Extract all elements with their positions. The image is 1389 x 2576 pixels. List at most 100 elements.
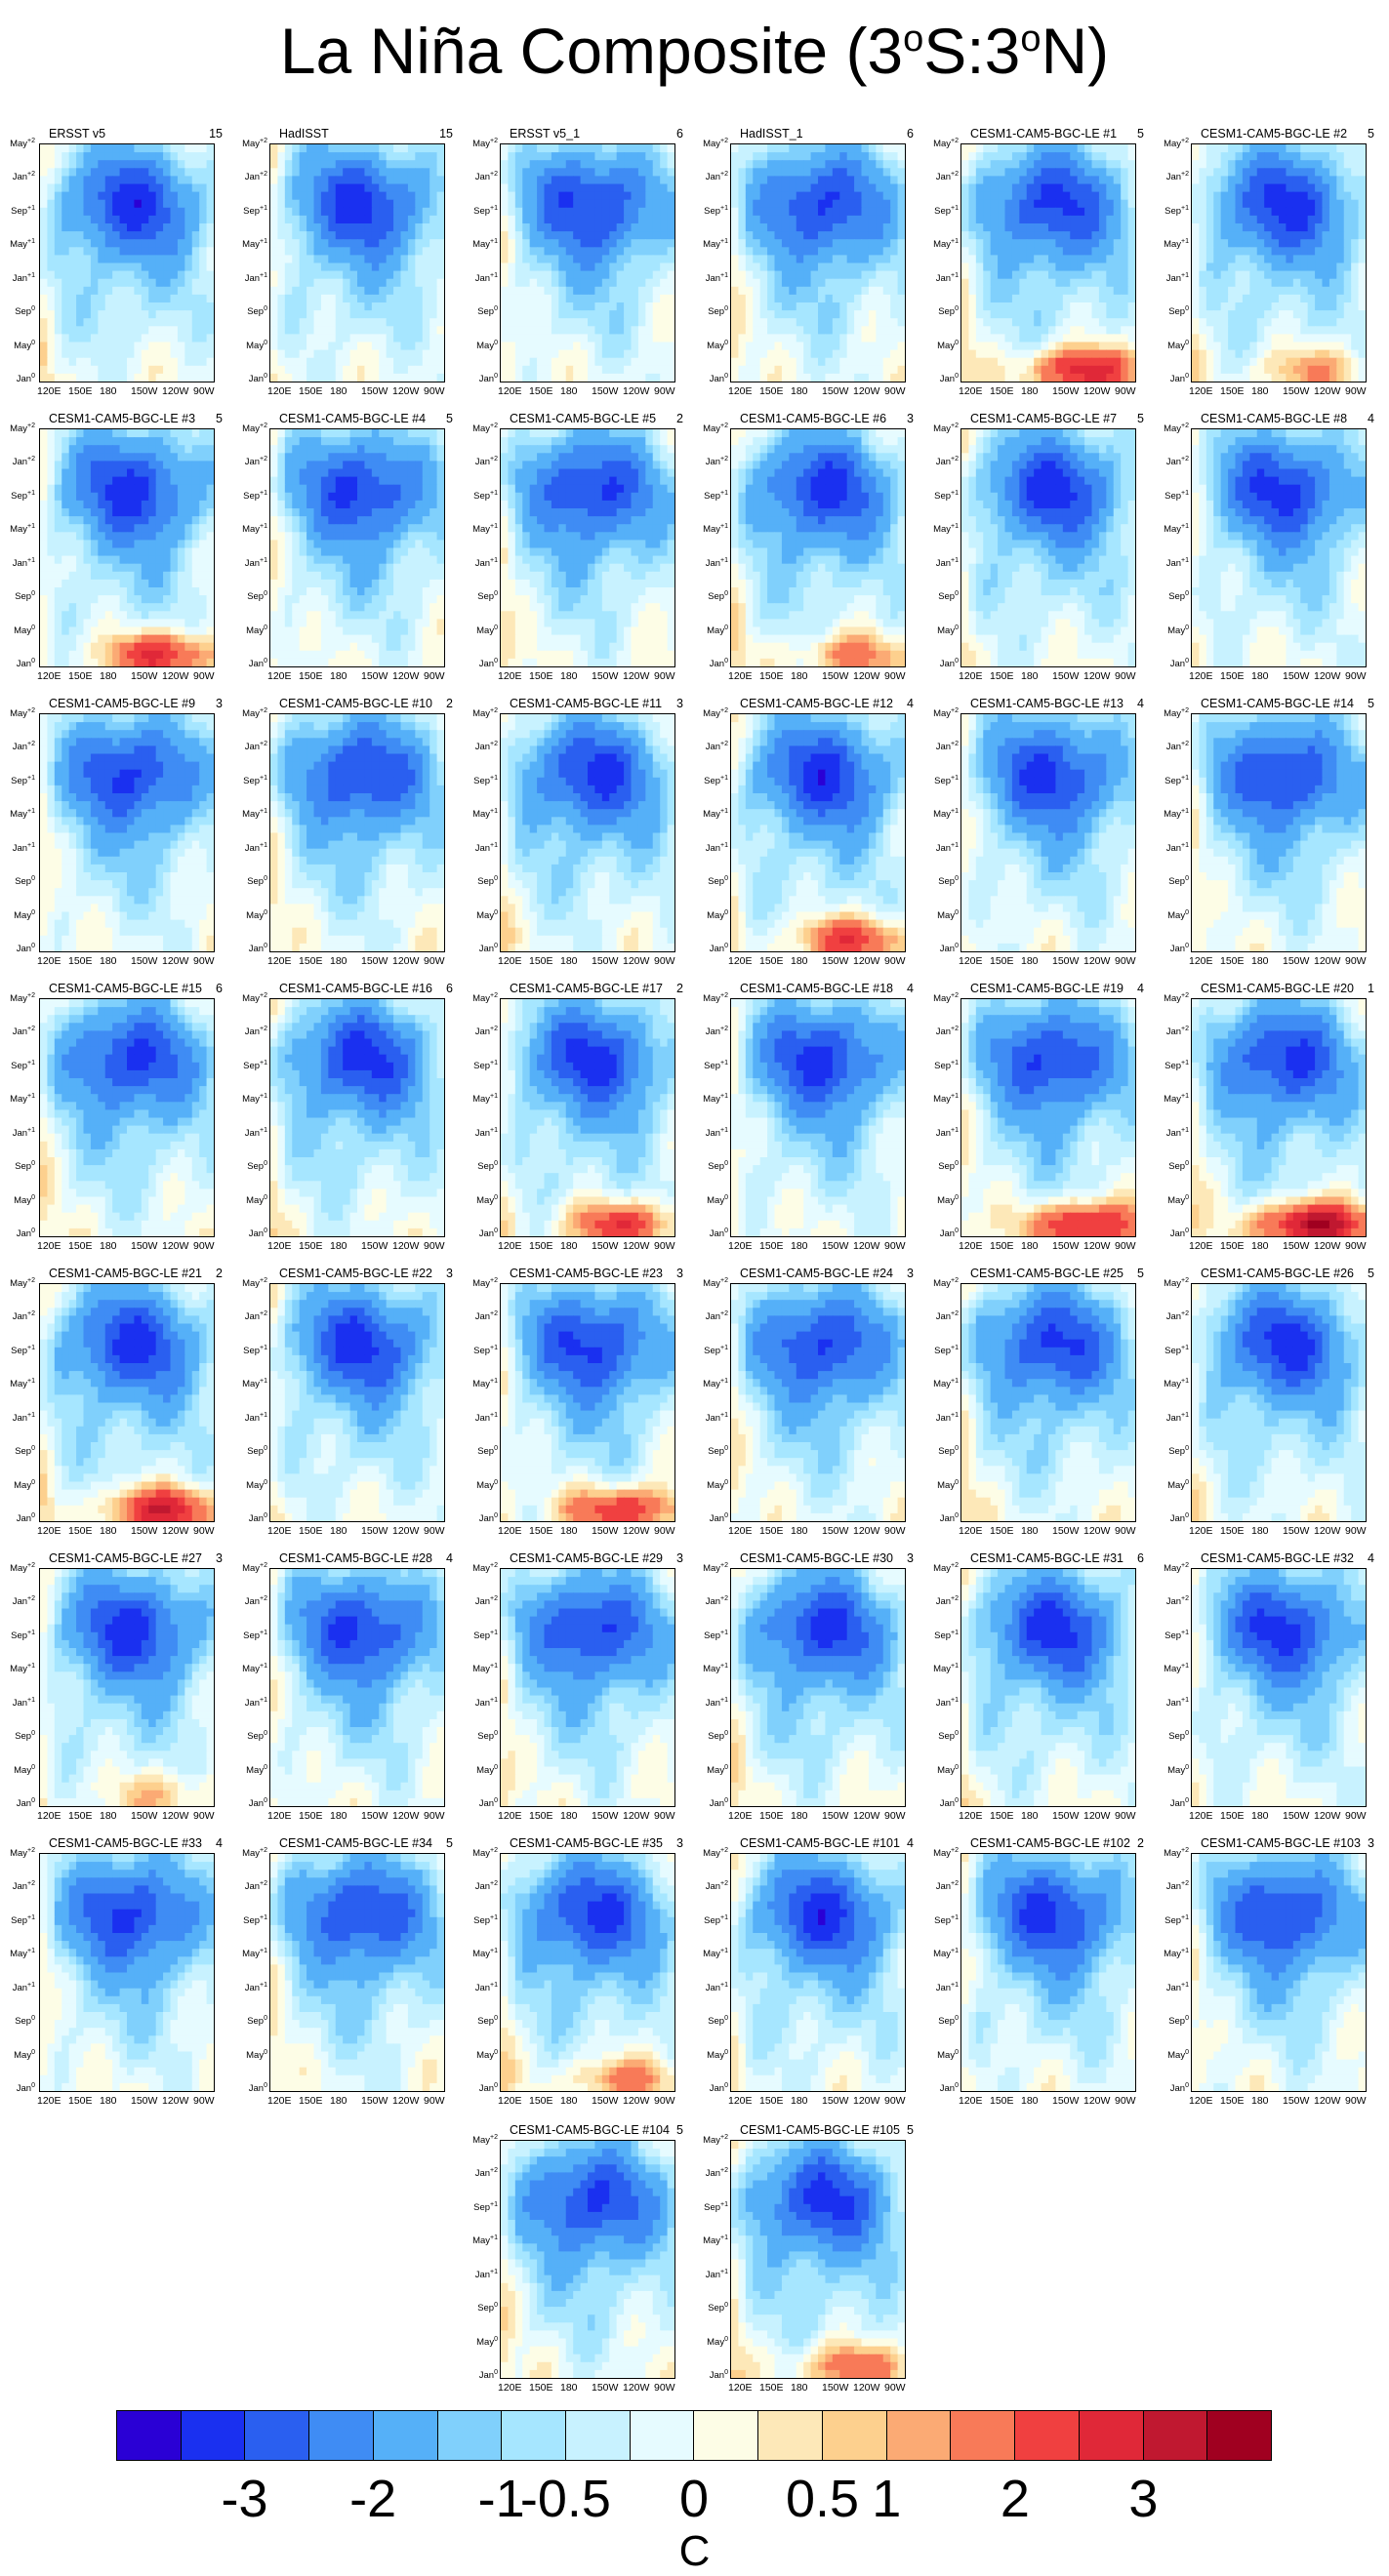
heatmap-cell <box>1026 294 1035 303</box>
heatmap-cell <box>1070 152 1079 161</box>
heatmap-cell <box>184 492 193 502</box>
heatmap-cell <box>54 571 62 581</box>
heatmap-cell <box>1034 183 1042 193</box>
heatmap-cell <box>163 302 172 311</box>
heatmap-cell <box>1098 183 1107 193</box>
heatmap-cell <box>1205 262 1214 272</box>
heatmap-cell <box>155 508 164 517</box>
heatmap-cell <box>1055 349 1064 359</box>
heatmap-cell <box>163 453 172 462</box>
heatmap-cell <box>731 310 740 319</box>
heatmap-cell <box>54 318 62 327</box>
heatmap-cell <box>407 231 416 240</box>
heatmap-cell <box>1220 318 1229 327</box>
heatmap-cell <box>601 152 610 161</box>
heatmap-cell <box>76 349 85 359</box>
heatmap-cell <box>631 191 639 201</box>
heatmap-cell <box>371 302 380 311</box>
heatmap-cell <box>594 357 603 367</box>
heatmap-cell <box>68 492 77 502</box>
heatmap-cell <box>537 286 546 296</box>
heatmap-cell <box>876 152 884 161</box>
heatmap-cell <box>1098 247 1107 256</box>
heatmap-cell <box>890 286 899 296</box>
heatmap-cell <box>624 326 633 335</box>
heatmap-cell <box>637 144 646 153</box>
heatmap-cell <box>119 461 128 470</box>
heatmap-cell <box>127 215 136 224</box>
heatmap-cell <box>134 152 143 161</box>
heatmap-cell <box>1322 152 1330 161</box>
heatmap-cell <box>141 547 149 557</box>
heatmap-cell <box>379 262 388 272</box>
heatmap-cell <box>206 342 214 351</box>
heatmap-cell <box>349 168 358 177</box>
heatmap-cell <box>832 342 840 351</box>
heatmap-cell <box>47 247 56 256</box>
heatmap-cell <box>90 571 99 581</box>
heatmap-cell <box>199 492 208 502</box>
heatmap-cell <box>609 223 618 232</box>
heatmap-cell <box>1235 223 1244 232</box>
heatmap-cell <box>876 334 884 343</box>
heatmap-cell <box>104 492 113 502</box>
heatmap-cell <box>537 231 546 240</box>
heatmap-cell <box>98 445 106 454</box>
heatmap-cell <box>825 310 834 319</box>
heatmap-cell <box>1351 231 1360 240</box>
heatmap-cell <box>832 247 840 256</box>
heatmap-cell <box>832 152 840 161</box>
heatmap-cell <box>1026 318 1035 327</box>
heatmap-cell <box>1358 294 1366 303</box>
heatmap-cell <box>415 199 424 209</box>
heatmap-cell <box>1070 144 1079 153</box>
heatmap-cell <box>789 286 797 296</box>
heatmap-cell <box>191 144 200 153</box>
heatmap-cell <box>767 168 776 177</box>
heatmap-cell <box>170 199 179 209</box>
heatmap-cell <box>436 255 444 264</box>
heatmap-cell <box>170 160 179 169</box>
heatmap-cell <box>1048 318 1057 327</box>
heatmap-cell <box>544 302 552 311</box>
heatmap-cell <box>1011 247 1020 256</box>
heatmap-cell <box>774 191 783 201</box>
heatmap-cell <box>759 334 768 343</box>
heatmap-cell <box>436 349 444 359</box>
heatmap-cell <box>343 270 351 280</box>
heatmap-cell <box>1098 215 1107 224</box>
heatmap-cell <box>624 199 633 209</box>
heatmap-cell <box>436 223 444 232</box>
heatmap-cell <box>134 349 143 359</box>
heatmap-cell <box>983 342 992 351</box>
heatmap-cell <box>781 183 790 193</box>
heatmap-cell <box>810 168 819 177</box>
heatmap-cell <box>882 270 891 280</box>
heatmap-cell <box>1205 357 1214 367</box>
heatmap-cell <box>667 239 674 248</box>
heatmap-cell <box>170 524 179 533</box>
heatmap-cell <box>796 318 804 327</box>
heatmap-cell <box>47 508 56 517</box>
heatmap-cell <box>386 215 394 224</box>
heatmap-cell <box>127 524 136 533</box>
y-tick-label: Jan+2 <box>245 171 267 182</box>
heatmap-cell <box>1113 373 1122 382</box>
heatmap-cell <box>1286 310 1294 319</box>
heatmap-cell <box>759 365 768 375</box>
heatmap-cell <box>501 278 510 288</box>
heatmap-cell <box>386 286 394 296</box>
heatmap-cell <box>364 334 373 343</box>
x-tick-label: 90W <box>424 385 445 397</box>
heatmap-cell <box>61 286 70 296</box>
heatmap-cell <box>134 286 143 296</box>
heatmap-cell <box>759 176 768 185</box>
heatmap-cell <box>1343 231 1352 240</box>
heatmap-cell <box>141 294 149 303</box>
heatmap-cell <box>781 239 790 248</box>
heatmap-cell <box>1279 247 1287 256</box>
heatmap-cell <box>184 373 193 382</box>
heatmap-cell <box>134 445 143 454</box>
heatmap-cell <box>861 239 870 248</box>
heatmap-cell <box>400 152 409 161</box>
